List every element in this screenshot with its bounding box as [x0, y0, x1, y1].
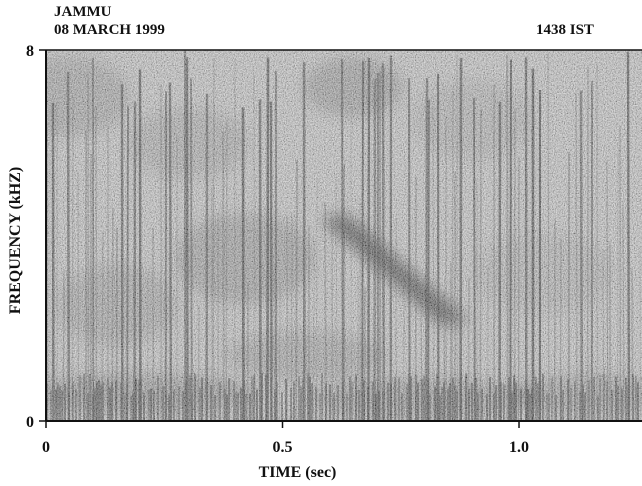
y-axis-title: FREQUENCY (kHZ): [7, 167, 24, 314]
y-tick-label: 8: [26, 43, 34, 60]
date-label: 08 MARCH 1999: [54, 22, 165, 38]
y-ticks: 08: [26, 43, 46, 431]
noise-texture: [46, 50, 642, 421]
x-ticks: 0 0.5 1.0: [42, 421, 529, 456]
y-tick-label: 0: [26, 414, 34, 431]
x-tick-label: 0: [42, 439, 50, 456]
x-tick-label: 1.0: [509, 439, 529, 456]
x-tick-label: 0.5: [273, 439, 293, 456]
spectrogram-image: [46, 50, 642, 421]
x-axis-title: TIME (sec): [259, 464, 337, 481]
time-label: 1438 IST: [536, 22, 594, 38]
location-label: JAMMU: [54, 4, 112, 20]
